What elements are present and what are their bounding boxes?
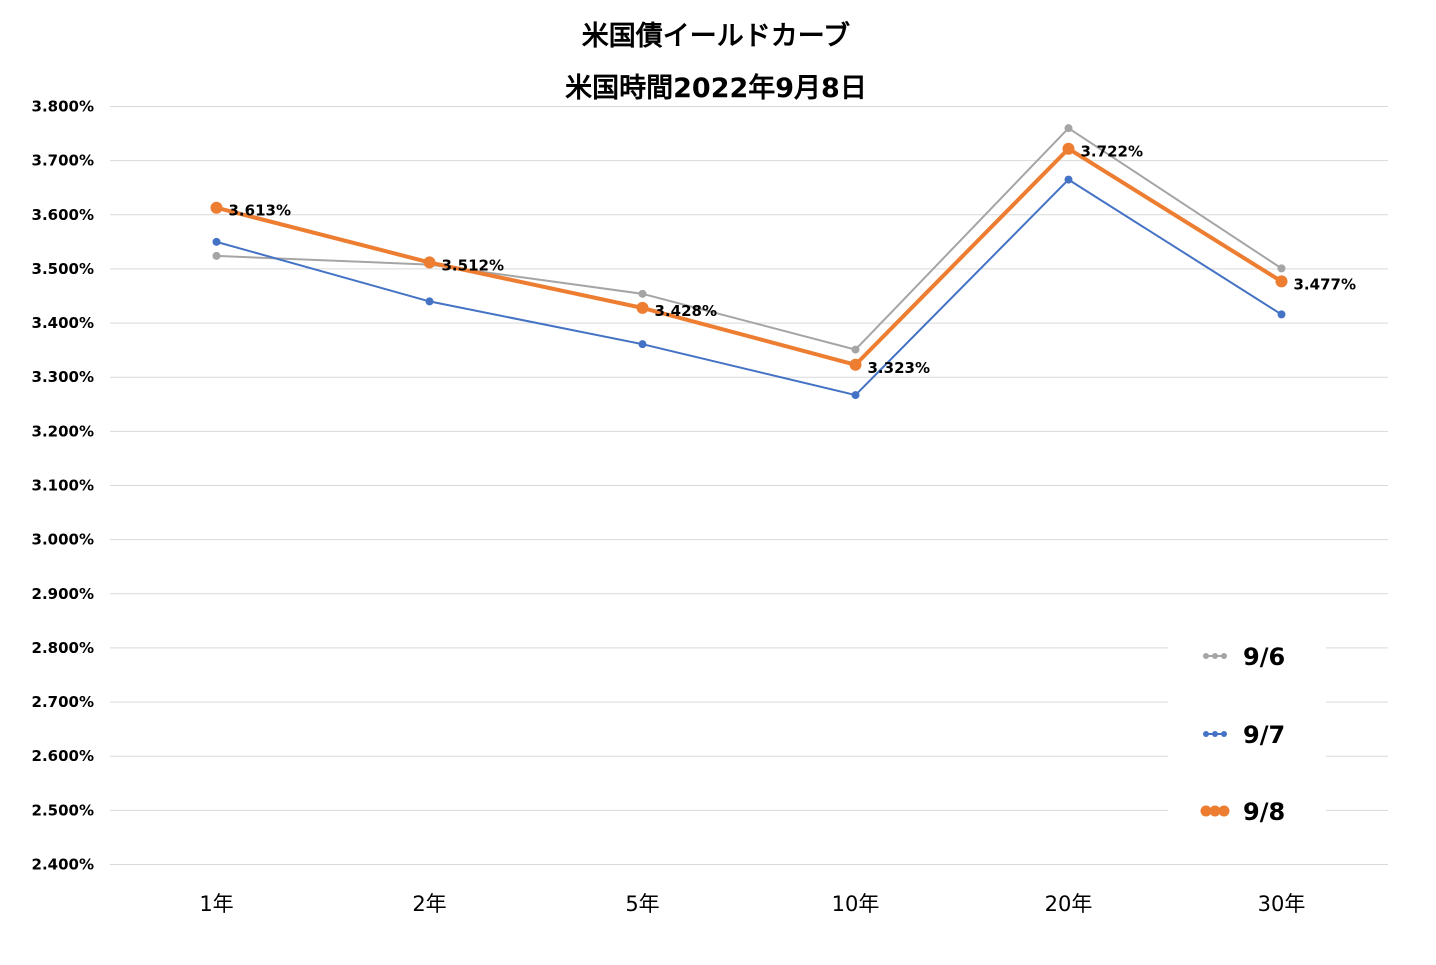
y-tick-label: 3.000% [32, 531, 94, 549]
x-axis-ticks: 1年 2年 5年 10年 20年 30年 [199, 892, 1305, 916]
data-point [425, 297, 434, 306]
data-label: 3.477% [1294, 275, 1356, 293]
data-point [210, 201, 223, 214]
y-tick-label: 2.700% [32, 693, 94, 711]
data-point [1062, 142, 1075, 155]
legend-label: 9/6 [1243, 643, 1285, 671]
legend-marker [1203, 653, 1209, 659]
data-point [1064, 175, 1073, 184]
legend-marker [1209, 805, 1221, 817]
x-tick-label: 1年 [199, 892, 233, 916]
data-label: 3.323% [868, 359, 930, 377]
data-label: 3.613% [229, 202, 291, 220]
legend-item: 9/8 [1200, 798, 1285, 826]
data-labels: 3.613% 3.512% 3.428% 3.323% 3.722% 3.477% [229, 143, 1356, 377]
legend-label: 9/7 [1243, 721, 1285, 749]
data-point [638, 289, 647, 298]
data-point [849, 358, 862, 371]
x-tick-label: 5年 [625, 892, 659, 916]
y-tick-label: 2.800% [32, 639, 94, 657]
legend-marker [1212, 731, 1218, 737]
y-tick-label: 3.600% [32, 206, 94, 224]
data-point [1277, 264, 1286, 273]
legend-marker [1221, 653, 1227, 659]
chart-title: 米国債イールドカーブ [582, 20, 850, 52]
data-point [212, 237, 221, 246]
y-tick-label: 3.700% [32, 152, 94, 170]
legend-marker [1218, 805, 1230, 817]
legend-marker [1203, 731, 1209, 737]
series-9-8 [210, 142, 1288, 371]
data-point [638, 340, 647, 349]
data-point [1064, 124, 1073, 133]
legend-marker [1212, 653, 1218, 659]
y-tick-label: 3.800% [32, 98, 94, 116]
y-tick-label: 2.400% [32, 856, 94, 874]
data-point [851, 345, 860, 354]
y-tick-label: 2.500% [32, 801, 94, 819]
data-label: 3.428% [655, 302, 717, 320]
data-label: 3.722% [1081, 143, 1143, 161]
data-point [636, 301, 649, 314]
data-point [423, 256, 436, 269]
y-tick-label: 3.200% [32, 422, 94, 440]
legend-label: 9/8 [1243, 798, 1285, 826]
data-point [1275, 275, 1288, 288]
data-point [1277, 310, 1286, 319]
y-tick-label: 3.500% [32, 260, 94, 278]
data-point [851, 391, 860, 400]
y-tick-label: 3.300% [32, 368, 94, 386]
x-tick-label: 2年 [412, 892, 446, 916]
y-axis-ticks: 3.800% 3.700% 3.600% 3.500% 3.400% 3.300% 3.20… [32, 98, 94, 874]
legend-item: 9/6 [1203, 643, 1285, 671]
y-tick-label: 2.600% [32, 747, 94, 765]
series-9-7 [212, 175, 1286, 400]
series-line [216, 146, 1283, 367]
x-tick-label: 10年 [832, 892, 880, 916]
legend-marker [1221, 731, 1227, 737]
y-tick-label: 2.900% [32, 585, 94, 603]
series-line [216, 127, 1283, 351]
series-lines [210, 124, 1288, 400]
y-tick-label: 3.100% [32, 477, 94, 495]
x-tick-label: 20年 [1045, 892, 1093, 916]
y-tick-label: 3.400% [32, 314, 94, 332]
data-label: 3.512% [442, 256, 504, 274]
series-line [216, 178, 1283, 397]
legend-marker [1200, 805, 1212, 817]
legend-item: 9/7 [1203, 721, 1285, 749]
legend: 9/6 9/7 9/8 [1168, 620, 1326, 842]
data-point [212, 251, 221, 260]
chart-subtitle: 米国時間2022年9月8日 [565, 72, 867, 104]
legend-background [1168, 620, 1326, 842]
x-tick-label: 30年 [1258, 892, 1306, 916]
